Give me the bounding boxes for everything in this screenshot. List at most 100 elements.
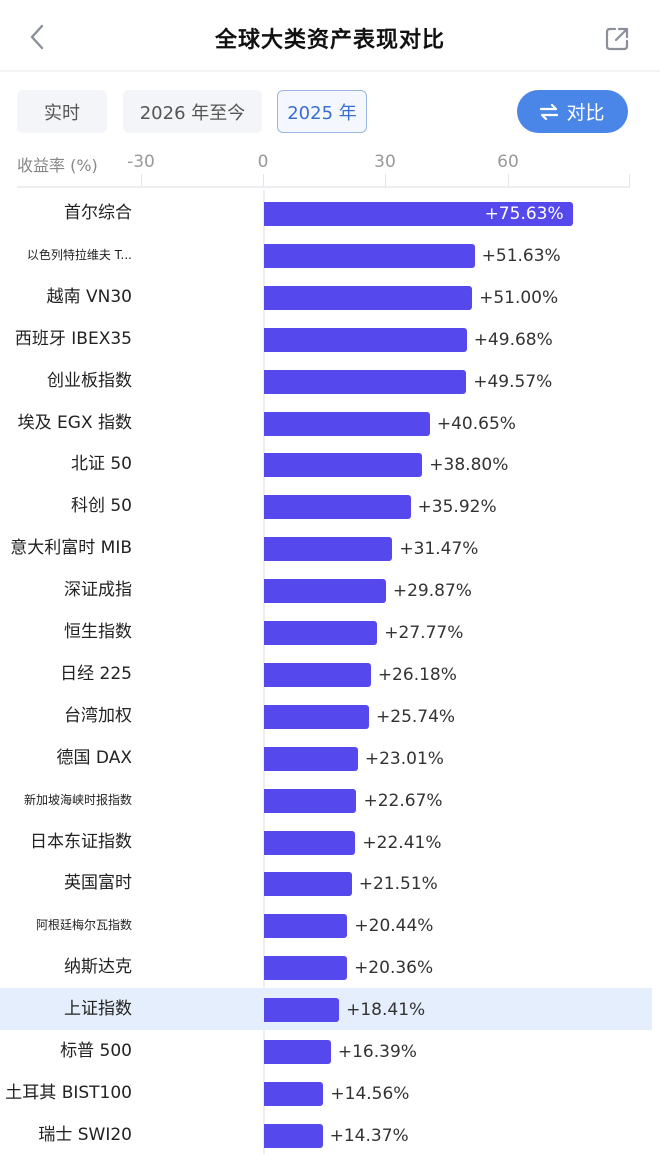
tick-mark xyxy=(385,174,386,186)
chart-row[interactable]: 埃及 EGX 指数 +40.65% xyxy=(0,402,652,444)
category-label: 意大利富时 MIB xyxy=(10,538,132,559)
chart-row[interactable]: 上证指数 +18.41% xyxy=(0,988,652,1031)
value-bar xyxy=(264,1040,331,1064)
share-button[interactable] xyxy=(604,26,630,52)
chart-row[interactable]: 阿根廷梅尔瓦指数 +20.44% xyxy=(0,904,652,946)
chart-row[interactable]: 标普 500 +16.39% xyxy=(0,1030,652,1072)
value-bar xyxy=(264,662,371,687)
filter-label: 实时 xyxy=(44,102,80,124)
chevron-left-icon xyxy=(30,24,44,50)
chart-row[interactable]: 土耳其 BIST100 +14.56% xyxy=(0,1072,652,1114)
value-bar xyxy=(264,872,352,897)
category-label: 以色列特拉维夫 T... xyxy=(26,247,132,262)
value-label: +49.57% xyxy=(473,371,553,392)
chart-row[interactable]: 新加坡海峡时报指数 +22.67% xyxy=(0,779,652,821)
category-label: 上证指数 xyxy=(64,999,132,1020)
chart-row[interactable]: 西班牙 IBEX35 +49.68% xyxy=(0,318,652,360)
value-bar xyxy=(264,746,358,771)
axis-unit-label: 收益率 (%) xyxy=(17,156,98,175)
axis-tick: 0 xyxy=(257,152,269,172)
filter-2026-ytd[interactable]: 2026 年至今 xyxy=(123,90,262,133)
value-bar xyxy=(264,202,573,226)
category-label: 北证 50 xyxy=(70,454,132,475)
value-bar xyxy=(264,788,357,813)
value-bar xyxy=(264,704,370,729)
category-label: 土耳其 BIST100 xyxy=(5,1082,132,1103)
chart-row[interactable]: 纳斯达克 +20.36% xyxy=(0,946,652,988)
swap-arrows-icon xyxy=(540,103,559,120)
value-bar xyxy=(264,453,423,478)
chart-row[interactable]: 深证成指 +29.87% xyxy=(0,569,652,611)
back-button[interactable] xyxy=(24,22,52,52)
category-label: 标普 500 xyxy=(60,1041,132,1061)
value-bar xyxy=(264,621,378,645)
chart-row[interactable]: 英国富时 +21.51% xyxy=(0,862,652,904)
value-bar xyxy=(264,1081,324,1106)
value-label: +22.41% xyxy=(362,832,442,853)
top-nav-bar: 全球大类资产表现对比 xyxy=(0,0,660,72)
external-share-icon xyxy=(605,27,629,51)
period-filter-bar: 实时 2026 年至今 2025 年 对比 xyxy=(0,88,660,136)
tick-mark xyxy=(629,174,630,186)
page-title: 全球大类资产表现对比 xyxy=(214,28,445,53)
category-label: 埃及 EGX 指数 xyxy=(17,412,132,433)
chart-row[interactable]: 北证 50 +38.80% xyxy=(0,443,652,485)
category-label: 创业板指数 xyxy=(47,370,132,391)
category-label: 西班牙 IBEX35 xyxy=(14,328,132,349)
value-label: +35.92% xyxy=(417,497,497,518)
value-bar xyxy=(264,495,411,520)
tick-mark xyxy=(508,174,509,186)
chart-row[interactable]: 台湾加权 +25.74% xyxy=(0,695,652,737)
value-bar xyxy=(264,411,430,436)
category-label: 英国富时 xyxy=(64,873,132,894)
value-label: +16.39% xyxy=(337,1042,417,1062)
value-bar xyxy=(264,1123,323,1148)
chart-row[interactable]: 恒生指数 +27.77% xyxy=(0,611,652,653)
value-label: +18.41% xyxy=(346,1000,426,1021)
bar-chart: 首尔综合 +75.63% 以色列特拉维夫 T... +51.63% 越南 VN30 +51… xyxy=(0,190,660,1154)
value-label: +27.77% xyxy=(384,623,464,643)
category-label: 日经 225 xyxy=(60,663,132,684)
value-bar xyxy=(264,369,467,394)
value-label: +75.63% xyxy=(484,204,564,224)
chart-row[interactable]: 科创 50 +35.92% xyxy=(0,485,652,527)
chart-row[interactable]: 以色列特拉维夫 T... +51.63% xyxy=(0,234,652,276)
category-label: 日本东证指数 xyxy=(30,831,132,852)
value-label: +40.65% xyxy=(436,413,516,434)
filter-realtime[interactable]: 实时 xyxy=(17,90,107,133)
value-label: +51.63% xyxy=(481,245,561,266)
axis-tick: 30 xyxy=(374,152,396,172)
value-label: +25.74% xyxy=(376,706,456,727)
value-label: +49.68% xyxy=(473,329,553,350)
value-bar xyxy=(264,998,340,1023)
category-label: 瑞士 SWI20 xyxy=(38,1124,132,1145)
compare-label: 对比 xyxy=(566,102,605,124)
compare-button[interactable]: 对比 xyxy=(517,90,628,133)
chart-row[interactable]: 创业板指数 +49.57% xyxy=(0,360,652,402)
value-bar xyxy=(264,830,356,855)
category-label: 越南 VN30 xyxy=(46,286,132,307)
chart-row[interactable]: 日本东证指数 +22.41% xyxy=(0,821,652,863)
value-bar xyxy=(264,914,348,939)
value-label: +14.37% xyxy=(329,1125,409,1146)
category-label: 台湾加权 xyxy=(64,705,132,726)
tick-mark xyxy=(141,174,142,186)
chart-row[interactable]: 瑞士 SWI20 +14.37% xyxy=(0,1114,652,1154)
chart-row[interactable]: 德国 DAX +23.01% xyxy=(0,737,652,779)
chart-row[interactable]: 日经 225 +26.18% xyxy=(0,653,652,695)
chart-row[interactable]: 意大利富时 MIB +31.47% xyxy=(0,527,652,569)
filter-2025[interactable]: 2025 年 xyxy=(277,90,367,133)
value-bar xyxy=(264,327,467,352)
value-label: +14.56% xyxy=(330,1083,410,1104)
value-label: +51.00% xyxy=(479,287,559,308)
chart-row[interactable]: 越南 VN30 +51.00% xyxy=(0,276,652,318)
value-label: +22.67% xyxy=(363,790,443,811)
filter-label: 2025 年 xyxy=(287,102,357,124)
axis-tick: -30 xyxy=(127,152,155,172)
value-label: +31.47% xyxy=(399,539,479,560)
axis-baseline xyxy=(17,186,630,188)
tick-mark xyxy=(263,174,264,186)
chart-row[interactable]: 首尔综合 +75.63% xyxy=(0,192,652,234)
value-bar xyxy=(264,243,475,268)
filter-label: 2026 年至今 xyxy=(139,102,246,124)
